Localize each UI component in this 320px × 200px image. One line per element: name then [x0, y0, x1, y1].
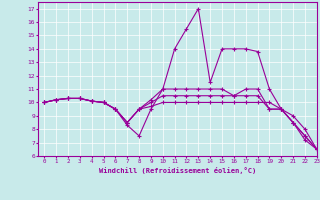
X-axis label: Windchill (Refroidissement éolien,°C): Windchill (Refroidissement éolien,°C)	[99, 167, 256, 174]
